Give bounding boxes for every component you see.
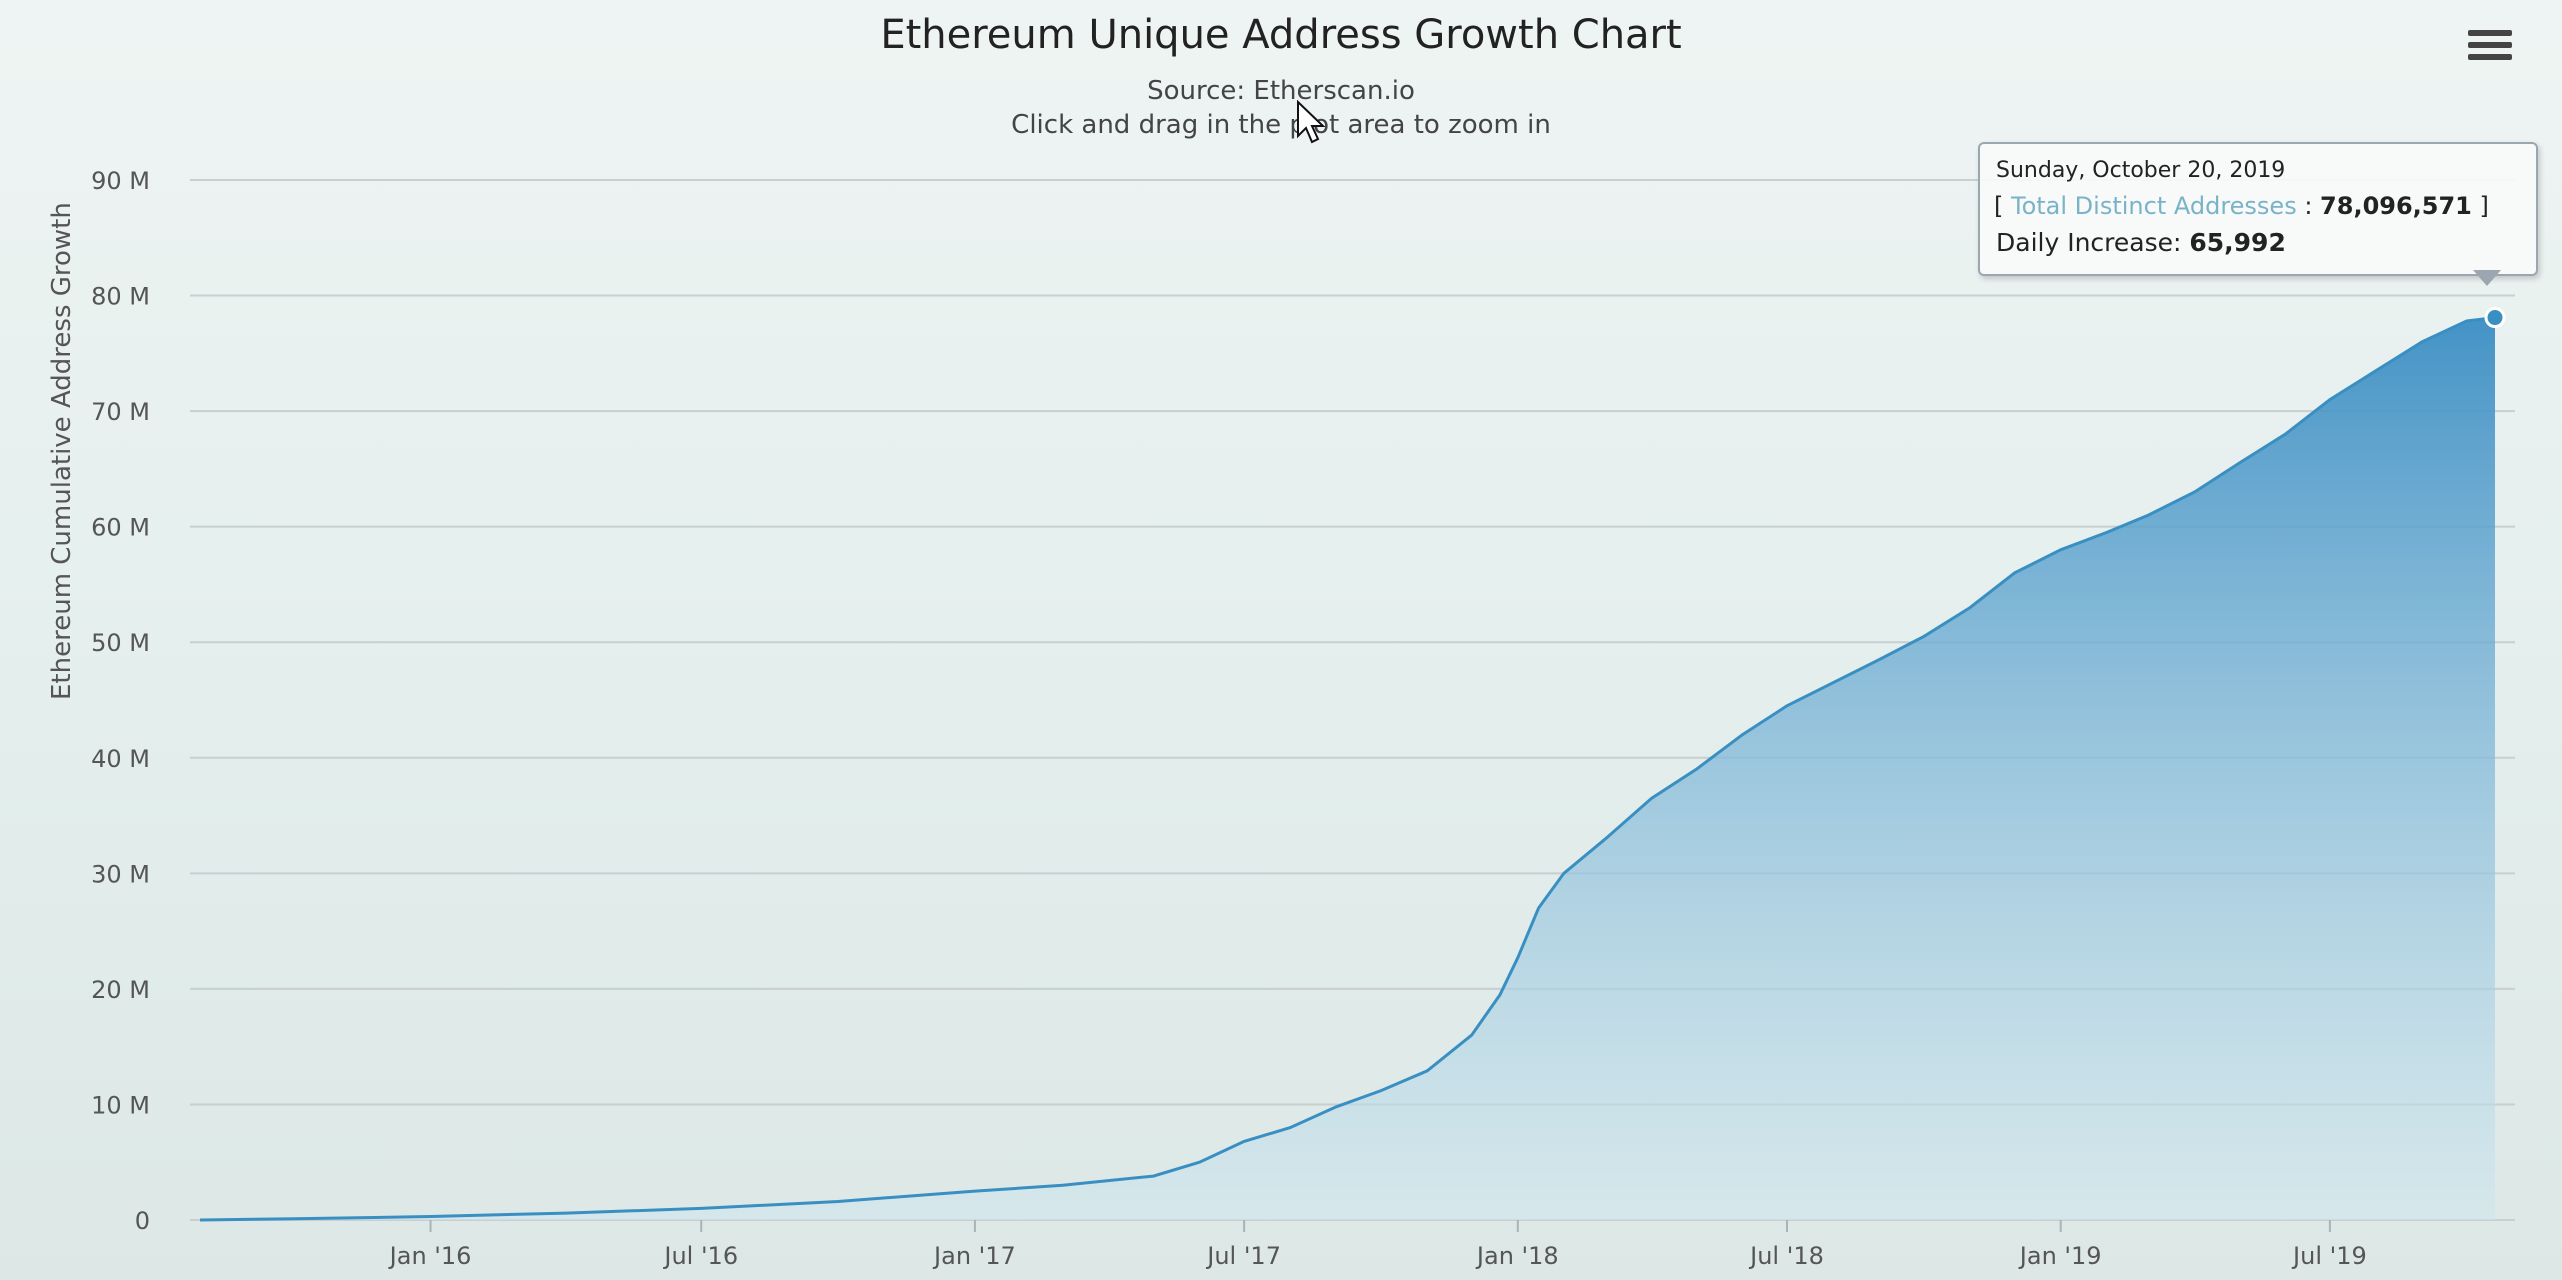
y-tick-label: 60 M	[91, 514, 150, 542]
x-tick-label: Jul '17	[1205, 1242, 1281, 1270]
tooltip-pointer	[2473, 270, 2501, 286]
y-tick-label: 10 M	[91, 1091, 150, 1119]
tooltip-increase-label: Daily Increase:	[1996, 228, 2190, 257]
chart-subtitle-source: Source: Etherscan.io	[1147, 76, 1415, 106]
series-area[interactable]	[199, 316, 2496, 1222]
y-tick-label: 30 M	[91, 860, 150, 888]
tooltip-series-name: Total Distinct Addresses	[2011, 192, 2297, 220]
data-tooltip: Sunday, October 20, 2019 [ Total Distinc…	[1978, 142, 2538, 276]
x-tick-label: Jul '16	[662, 1242, 738, 1270]
y-tick-label: 20 M	[91, 976, 150, 1004]
chart-subtitle-hint: Click and drag in the plot area to zoom …	[1011, 110, 1551, 140]
menu-bar-2	[2468, 42, 2512, 48]
y-tick-label: 0	[135, 1207, 150, 1235]
chart-title: Ethereum Unique Address Growth Chart	[880, 12, 1682, 58]
tooltip-series-value: 78,096,571	[2320, 192, 2472, 220]
tooltip-series-line: [ Total Distinct Addresses : 78,096,571 …	[1994, 192, 2489, 220]
x-tick-label: Jul '19	[2291, 1242, 2367, 1270]
series-line[interactable]	[199, 316, 2496, 1222]
x-tick-label: Jan '17	[932, 1242, 1016, 1270]
tooltip-date: Sunday, October 20, 2019	[1996, 158, 2286, 183]
x-tick-label: Jan '18	[1475, 1242, 1559, 1270]
y-axis-ticks: 0 10 M 20 M 30 M 40 M 50 M 60 M 70 M 80 M 90 M	[91, 167, 150, 1235]
tooltip-bracket-open: [	[1994, 192, 2011, 220]
hover-marker	[2484, 307, 2506, 329]
x-axis-ticks: Jan '16 Jul '16 Jan '17 Jul '17 Jan '18 Jul '…	[388, 1220, 2367, 1270]
x-tick-label: Jan '16	[388, 1242, 472, 1270]
y-tick-label: 90 M	[91, 167, 150, 195]
y-tick-label: 70 M	[91, 398, 150, 426]
y-tick-label: 50 M	[91, 629, 150, 657]
x-tick-label: Jan '19	[2018, 1242, 2102, 1270]
menu-bar-1	[2468, 30, 2512, 36]
y-tick-label: 80 M	[91, 283, 150, 311]
hamburger-menu-icon[interactable]	[2468, 30, 2512, 66]
tooltip-separator: :	[2296, 192, 2321, 220]
tooltip-increase-line: Daily Increase: 65,992	[1996, 228, 2286, 257]
y-tick-label: 40 M	[91, 745, 150, 773]
tooltip-bracket-close: ]	[2471, 192, 2489, 220]
menu-bar-3	[2468, 54, 2512, 60]
x-tick-label: Jul '18	[1748, 1242, 1824, 1270]
y-axis-label: Ethereum Cumulative Address Growth	[47, 202, 77, 700]
tooltip-increase-value: 65,992	[2189, 228, 2286, 257]
series-area-fill[interactable]	[200, 317, 2495, 1221]
mouse-cursor-icon	[1297, 100, 1326, 144]
highlight-point	[2484, 307, 2506, 329]
